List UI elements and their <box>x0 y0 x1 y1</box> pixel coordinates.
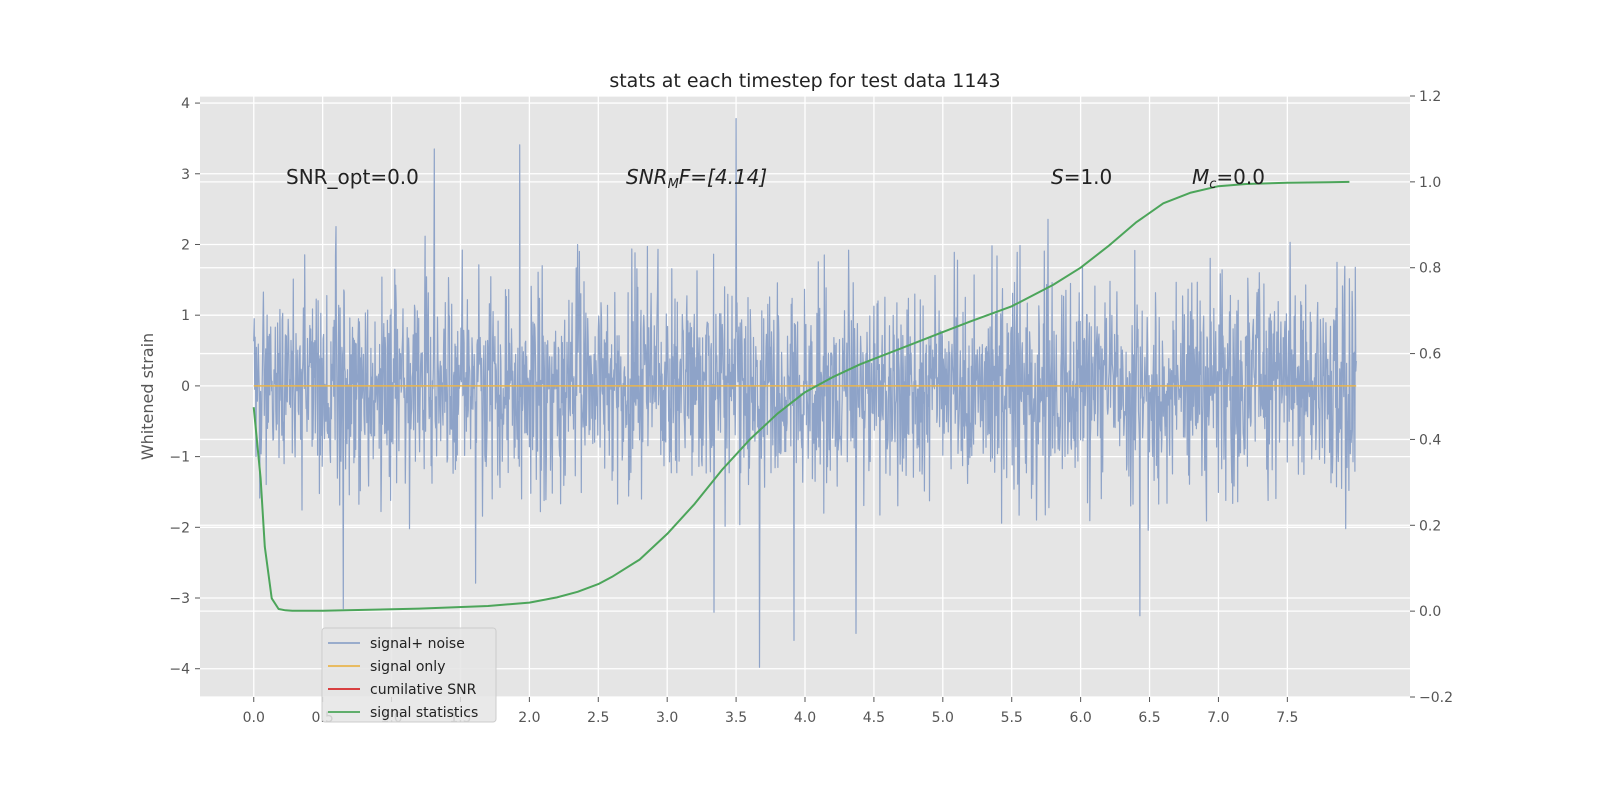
x-tick-label: 3.5 <box>725 710 747 726</box>
legend-label: signal+ noise <box>370 636 465 652</box>
y2-tick-label: 0.0 <box>1419 604 1441 620</box>
legend-label: signal only <box>370 659 445 675</box>
axes: 0.00.51.01.52.02.53.03.54.04.55.05.56.06… <box>169 89 1453 726</box>
x-tick-label: 3.0 <box>656 710 678 726</box>
y-tick-label: 1 <box>181 308 190 324</box>
y-tick-label: 3 <box>181 167 190 183</box>
x-tick-label: 5.0 <box>932 710 954 726</box>
legend-label: signal statistics <box>370 705 478 721</box>
y2-tick-label: −0.2 <box>1419 690 1453 706</box>
x-tick-label: 5.5 <box>1001 710 1023 726</box>
y2-tick-label: 1.0 <box>1419 175 1441 191</box>
legend: signal+ noise signal only cumilative SNR si… <box>321 627 497 723</box>
series-signal-plus-noise <box>253 118 1357 668</box>
x-tick-label: 6.0 <box>1069 710 1091 726</box>
y-tick-label: −3 <box>169 591 190 607</box>
y2-tick-label: 0.8 <box>1419 261 1441 277</box>
y2-tick-label: 0.2 <box>1419 518 1441 534</box>
grid <box>200 95 1410 698</box>
x-tick-label: 7.0 <box>1207 710 1229 726</box>
series-signal-statistics <box>252 180 1350 612</box>
legend-item: signal only <box>328 659 445 675</box>
y2-tick-label: 1.2 <box>1419 89 1441 105</box>
y-tick-label: 0 <box>181 379 190 395</box>
chart-title: stats at each timestep for test data 114… <box>609 70 1000 92</box>
x-tick-label: 6.5 <box>1138 710 1160 726</box>
legend-frame <box>321 627 497 723</box>
y2-tick-label: 0.4 <box>1419 432 1441 448</box>
series-line-signal-plus-noise <box>253 118 1357 668</box>
legend-item: cumilative SNR <box>328 682 477 698</box>
y2-tick-label: 0.6 <box>1419 347 1441 363</box>
annotation-snr-opt: SNR_opt=0.0 <box>286 165 419 189</box>
y-tick-label: −1 <box>169 450 190 466</box>
annotation-snr-mf: SNRMF=[4.14] <box>626 165 767 192</box>
annotation-mc: Mc=0.0 <box>1192 165 1265 192</box>
x-tick-label: 7.5 <box>1276 710 1298 726</box>
legend-label: cumilative SNR <box>370 682 477 698</box>
x-tick-label: 4.5 <box>863 710 885 726</box>
y-axis-label: Whitened strain <box>138 333 157 460</box>
x-tick-label: 0.0 <box>243 710 265 726</box>
legend-item: signal statistics <box>328 705 478 721</box>
x-tick-label: 2.5 <box>587 710 609 726</box>
series-line-signal-statistics <box>252 180 1350 612</box>
y-tick-label: −4 <box>169 662 190 678</box>
y-tick-label: 4 <box>181 96 190 112</box>
annotation-s: S=1.0 <box>1051 165 1112 189</box>
y-tick-label: 2 <box>181 237 190 253</box>
x-tick-label: 4.0 <box>794 710 816 726</box>
legend-item: signal+ noise <box>328 636 465 652</box>
x-tick-label: 2.0 <box>518 710 540 726</box>
y-tick-label: −2 <box>169 520 190 536</box>
